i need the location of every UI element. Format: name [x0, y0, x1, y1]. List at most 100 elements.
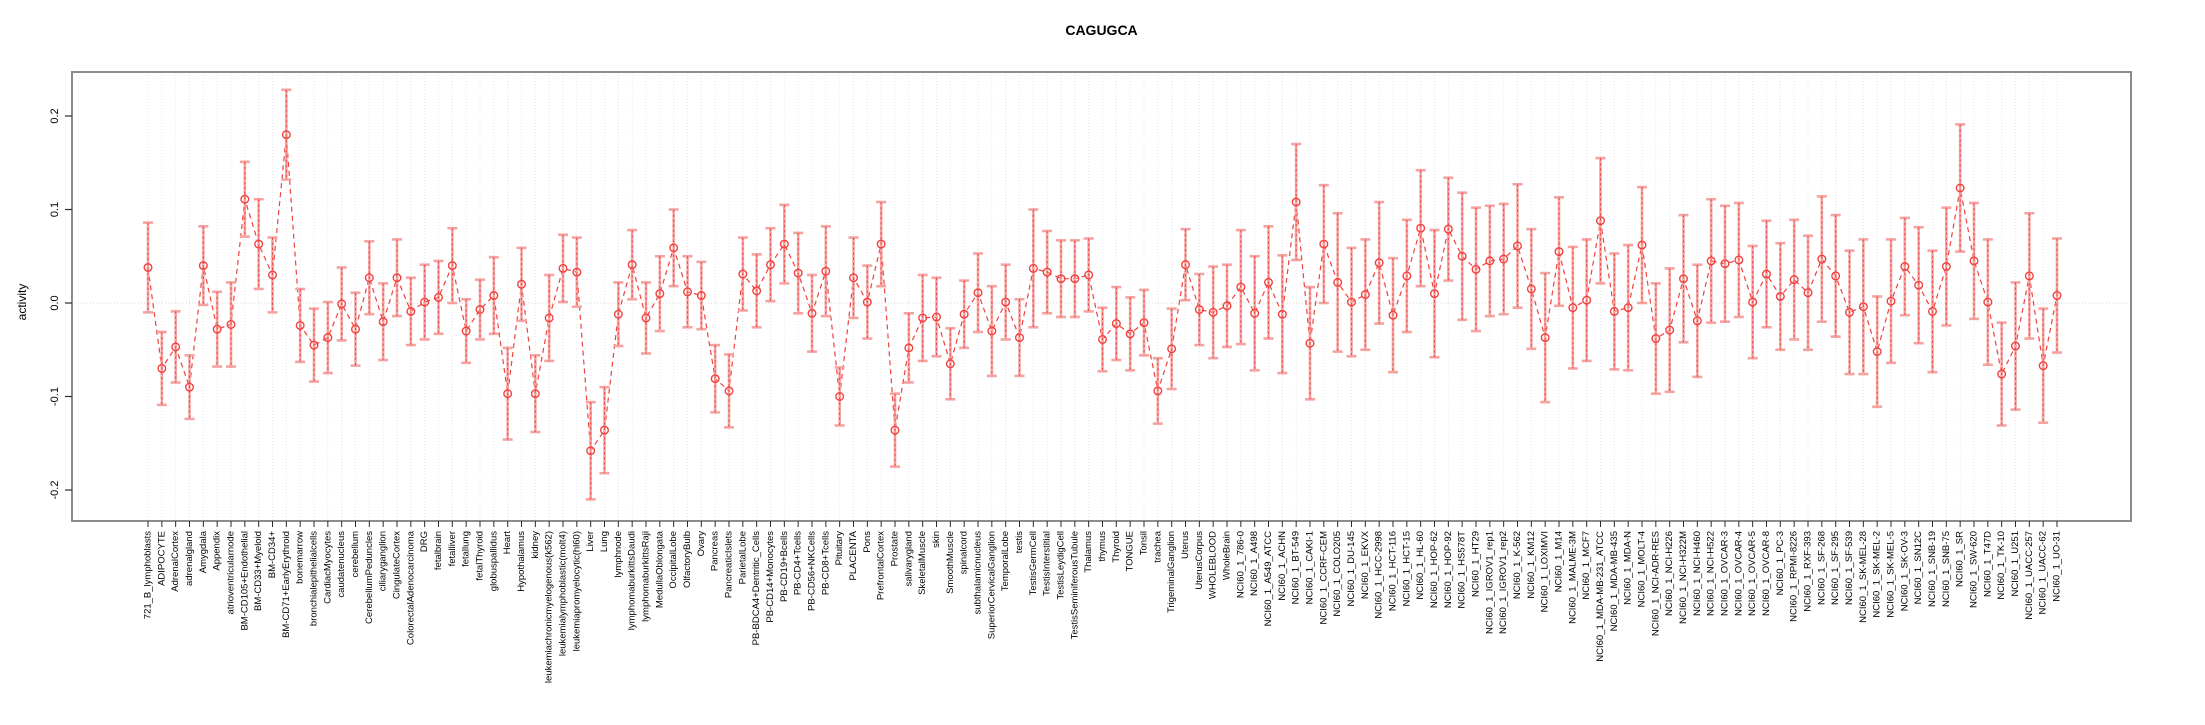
- data-point: [1872, 347, 1882, 357]
- data-point: [1789, 275, 1799, 285]
- plot-box: [71, 71, 2132, 522]
- x-tick-label: Amygdala: [198, 530, 209, 573]
- y-tick-label: -0.2: [49, 481, 61, 500]
- x-tick-label: Thyroid: [1111, 531, 1122, 563]
- x-tick-label: Liver: [585, 531, 596, 552]
- x-tick-label: DRG: [419, 531, 430, 552]
- x-tick-label: NCI60_1_UACC-257: [2024, 531, 2035, 620]
- data-point: [184, 382, 194, 392]
- data-point: [323, 333, 333, 343]
- data-point: [558, 263, 568, 273]
- data-point: [157, 363, 167, 373]
- data-point: [862, 297, 872, 307]
- x-tick-label: NCI60_1_OVCAR-4: [1733, 531, 1744, 616]
- x-tick-label: NCI60_1_MDA-MB-231_ATCC: [1595, 531, 1606, 662]
- data-point: [945, 359, 955, 369]
- data-point: [1263, 277, 1273, 287]
- data-point: [1111, 319, 1121, 329]
- data-point: [1526, 284, 1536, 294]
- data-point: [724, 386, 734, 396]
- data-point: [1706, 256, 1716, 266]
- data-point: [973, 288, 983, 298]
- x-tick-label: NCI60_1_ACHN: [1277, 531, 1288, 601]
- data-point: [1305, 338, 1315, 348]
- data-point: [669, 243, 679, 253]
- x-tick-label: NCI60_1_M14: [1554, 531, 1565, 592]
- data-point: [475, 305, 485, 315]
- data-point: [1471, 264, 1481, 274]
- x-tick-label: NCI60_1_SNB-75: [1941, 531, 1952, 607]
- x-tick-label: PB-CD56+NKCells: [807, 531, 818, 611]
- data-point: [143, 262, 153, 272]
- x-tick-label: lymphnode: [613, 531, 624, 577]
- data-point: [1595, 216, 1605, 226]
- data-point: [1097, 334, 1107, 344]
- data-point: [1927, 306, 1937, 316]
- data-point: [1277, 309, 1287, 319]
- data-point: [1554, 247, 1564, 257]
- x-tick-label: thymus: [1097, 531, 1108, 562]
- data-point: [378, 317, 388, 327]
- data-point: [1568, 303, 1578, 313]
- x-tick-label: PB-BDCA4+Dentritic_Cells: [751, 531, 762, 646]
- x-tick-label: BM-CD71+EarlyErythroid: [281, 531, 292, 638]
- data-point: [171, 342, 181, 352]
- x-tick-label: leukemiachronicmyelogenous(k562): [544, 531, 555, 683]
- x-tick-label: atrioventricularnode: [226, 531, 237, 614]
- data-point: [821, 266, 831, 276]
- x-tick-label: Prostate: [890, 531, 901, 566]
- data-point: [1125, 329, 1135, 339]
- x-tick-label: NCI60_1_PC-3: [1775, 531, 1786, 595]
- data-point: [517, 279, 527, 289]
- x-tick-label: TrigeminalGanglion: [1166, 531, 1177, 613]
- y-tick-label: -0.1: [49, 387, 61, 406]
- data-point: [1388, 310, 1398, 320]
- data-point: [295, 320, 305, 330]
- x-tick-label: TestisGermCell: [1028, 531, 1039, 595]
- x-tick-label: bonemarrow: [295, 531, 306, 584]
- data-point: [240, 194, 250, 204]
- x-tick-label: NCI60_1_RPMI-8226: [1789, 531, 1800, 622]
- chart-title: CAGUGCA: [1065, 22, 1138, 38]
- x-tick-label: UterusCorpus: [1194, 531, 1205, 590]
- x-tick-label: Tonsil: [1139, 531, 1150, 555]
- x-tick-label: NCI60_1_CCRF-CEM: [1318, 531, 1329, 625]
- x-tick-label: NCI60_1_SR: [1955, 531, 1966, 587]
- data-point: [406, 306, 416, 316]
- y-tick-label: 0.1: [49, 202, 61, 217]
- x-tick-label: Appendix: [212, 531, 223, 571]
- x-tick-label: kidney: [530, 531, 541, 559]
- data-point: [1457, 251, 1467, 261]
- data-point: [1831, 271, 1841, 281]
- x-tick-label: Heart: [502, 531, 513, 555]
- x-tick-label: NCI60_1_A498: [1249, 531, 1260, 596]
- x-tick-label: NCI60_1_COLO205: [1332, 531, 1343, 617]
- x-tick-label: CardiacMyocytes: [322, 531, 333, 604]
- data-point: [1609, 306, 1619, 316]
- data-point: [1692, 316, 1702, 326]
- data-point: [1360, 290, 1370, 300]
- data-point: [1070, 274, 1080, 284]
- x-tick-label: cerebellum: [350, 531, 361, 578]
- x-tick-label: NCI60_1_T47D: [1982, 531, 1993, 597]
- x-tick-label: OlfactoryBulb: [682, 531, 693, 588]
- y-axis-title: activity: [15, 283, 29, 321]
- data-point: [1941, 262, 1951, 272]
- x-tick-label: NCI60_1_IGROV1_rep2: [1498, 531, 1509, 634]
- data-point: [2052, 291, 2062, 301]
- x-tick-label: testis: [1014, 531, 1025, 553]
- x-tick-label: NCI60_1_HT29: [1471, 531, 1482, 597]
- data-point: [1983, 297, 1993, 307]
- x-tick-label: Pituitary: [834, 531, 845, 566]
- data-point: [835, 392, 845, 402]
- x-tick-label: fetallung: [461, 531, 472, 567]
- data-point: [1222, 301, 1232, 311]
- x-tick-label: NCI60_1_OVCAR-5: [1747, 531, 1758, 616]
- x-tick-label: NCI60_1_SNB-19: [1927, 531, 1938, 607]
- data-point: [1512, 241, 1522, 251]
- data-point: [738, 269, 748, 279]
- y-tick-label: 0.0: [49, 295, 61, 310]
- data-point: [1720, 259, 1730, 269]
- data-point: [655, 289, 665, 299]
